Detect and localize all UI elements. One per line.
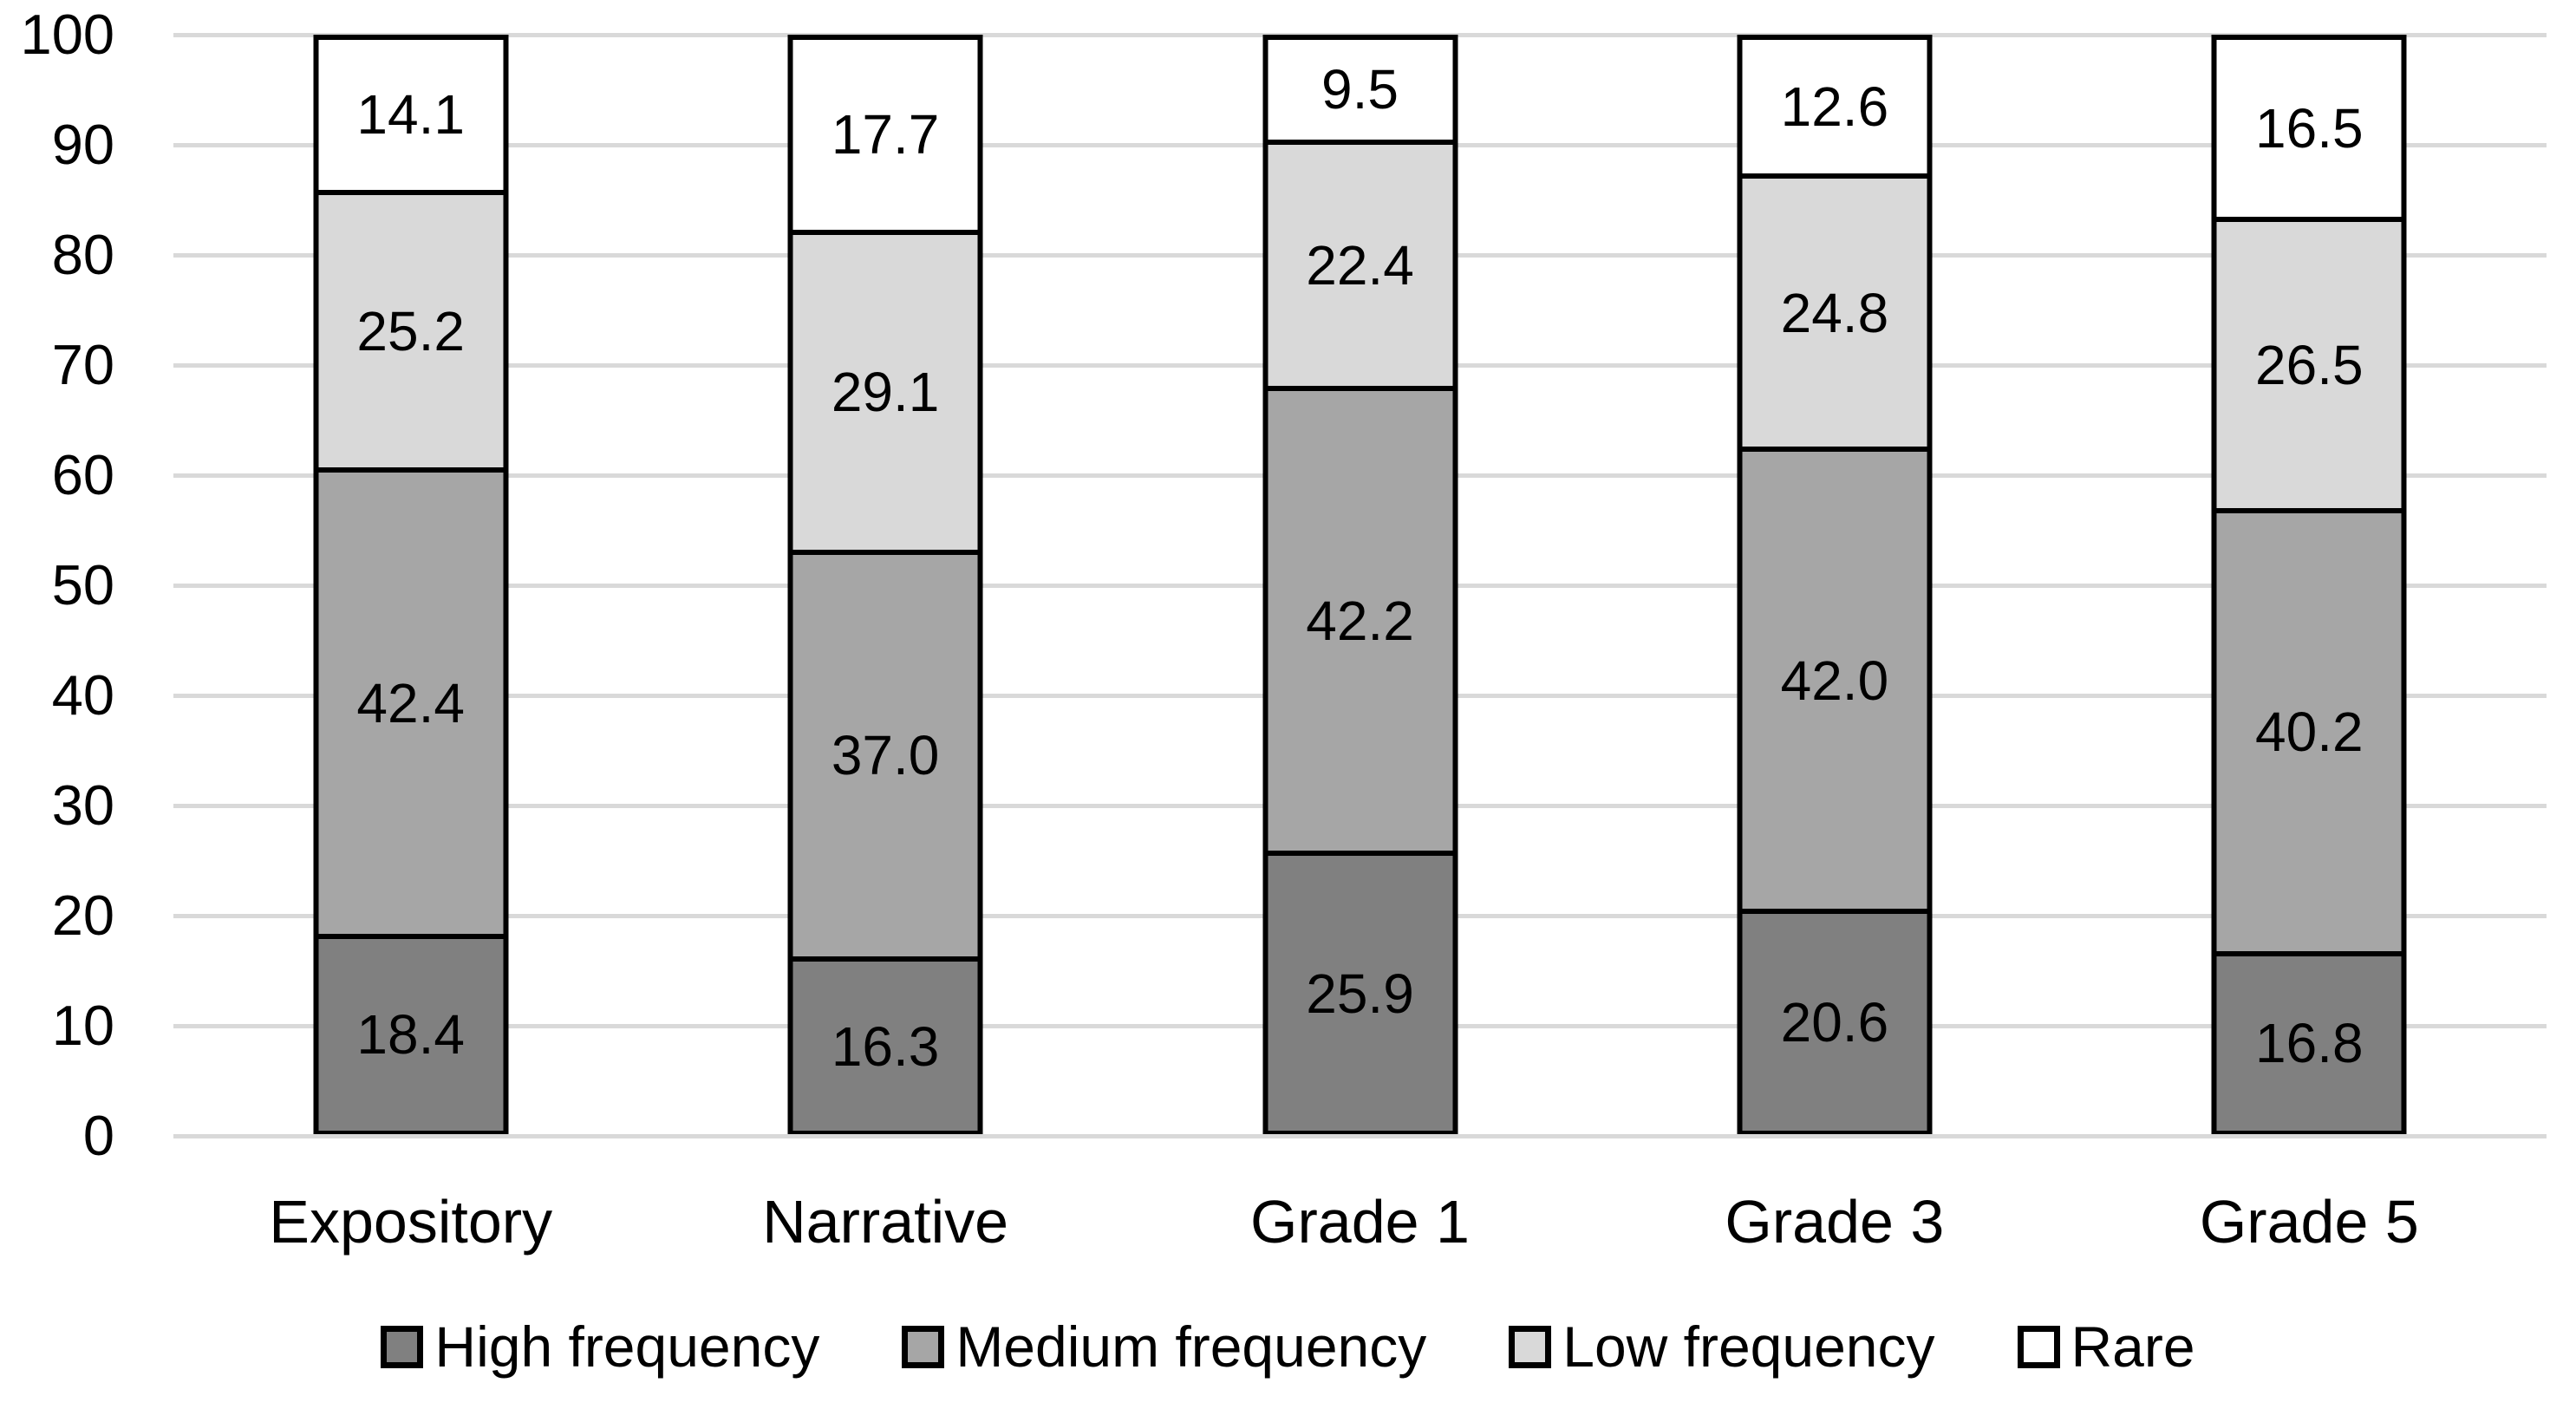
legend-item: High frequency — [381, 1318, 819, 1375]
bar-segment: 17.7 — [787, 35, 983, 235]
gridline — [173, 32, 2547, 37]
bar-segment: 18.4 — [313, 933, 509, 1136]
y-tick-label: 90 — [51, 113, 114, 176]
value-label: 37.0 — [831, 724, 940, 787]
legend-swatch — [902, 1325, 945, 1368]
gridline — [173, 1133, 2547, 1138]
plot-area: 18.4 42.4 25.2 14.1 16.3 37.0 29.1 17.7 25.9 42.2… — [173, 32, 2547, 1138]
value-label: 12.6 — [1780, 75, 1889, 139]
value-label: 25.2 — [356, 299, 465, 362]
legend-label: Rare — [2071, 1314, 2195, 1379]
bar-grade-5: 16.8 40.2 26.5 16.5 — [2211, 35, 2407, 1136]
legend-swatch — [1509, 1325, 1552, 1368]
category-label: Expository — [269, 1188, 553, 1256]
value-label: 16.5 — [2255, 96, 2364, 160]
legend: High frequency Medium frequency Low freque… — [0, 1299, 2576, 1394]
y-tick-label: 20 — [51, 884, 114, 947]
value-label: 17.7 — [831, 103, 940, 166]
legend-swatch — [381, 1325, 424, 1368]
legend-swatch — [2017, 1325, 2060, 1368]
value-label: 22.4 — [1306, 233, 1414, 297]
bar-segment: 9.5 — [1262, 35, 1458, 145]
value-label: 14.1 — [356, 83, 465, 147]
bar-segment: 16.5 — [2211, 35, 2407, 222]
y-tick-label: 0 — [82, 1104, 114, 1167]
value-label: 25.9 — [1306, 962, 1414, 1025]
bar-segment: 37.0 — [787, 549, 983, 962]
legend-label: Low frequency — [1562, 1314, 1935, 1379]
bar-segment: 14.1 — [313, 35, 509, 195]
bar-segment: 16.3 — [787, 956, 983, 1136]
y-axis: 0 10 20 30 40 50 60 70 80 90 100 — [0, 3, 114, 1167]
value-label: 24.8 — [1780, 281, 1889, 344]
bar-segment: 42.0 — [1737, 447, 1933, 915]
bar-segment: 40.2 — [2211, 508, 2407, 956]
bar-segment: 29.1 — [787, 229, 983, 555]
category-label: Narrative — [762, 1188, 1009, 1256]
bar-segment: 26.5 — [2211, 216, 2407, 514]
value-label: 42.4 — [356, 671, 465, 734]
value-label: 9.5 — [1321, 58, 1399, 121]
legend-item: Medium frequency — [902, 1318, 1426, 1375]
y-tick-label: 40 — [51, 663, 114, 727]
legend-label: High frequency — [434, 1314, 820, 1379]
value-label: 16.8 — [2255, 1012, 2364, 1075]
y-tick-label: 30 — [51, 773, 114, 837]
bar-segment: 20.6 — [1737, 909, 1933, 1136]
value-label: 18.4 — [356, 1003, 465, 1067]
bar-grade-1: 25.9 42.2 22.4 9.5 — [1262, 35, 1458, 1136]
value-label: 42.2 — [1306, 590, 1414, 653]
bar-segment: 25.2 — [313, 189, 509, 473]
legend-item: Rare — [2017, 1314, 2195, 1379]
bar-segment: 16.8 — [2211, 950, 2407, 1136]
category-label: Grade 5 — [2199, 1188, 2419, 1256]
value-label: 29.1 — [831, 361, 940, 424]
value-label: 26.5 — [2255, 333, 2364, 396]
bar-segment: 22.4 — [1262, 139, 1458, 392]
y-tick-label: 60 — [51, 443, 114, 506]
bar-segment: 24.8 — [1737, 173, 1933, 452]
x-axis-category-labels: Expository Narrative Grade 1 Grade 3 Grade 5 — [173, 1181, 2547, 1263]
category-label: Grade 3 — [1725, 1188, 1945, 1256]
value-label: 42.0 — [1780, 649, 1889, 712]
legend-label: Medium frequency — [955, 1314, 1427, 1379]
bar-segment: 42.4 — [313, 466, 509, 939]
value-label: 40.2 — [2255, 701, 2364, 764]
y-tick-label: 50 — [51, 553, 114, 616]
value-label: 16.3 — [831, 1014, 940, 1078]
y-tick-label: 70 — [51, 333, 114, 396]
bar-segment: 25.9 — [1262, 851, 1458, 1136]
legend-item: Low frequency — [1509, 1314, 1935, 1379]
bar-segment: 42.2 — [1262, 386, 1458, 857]
value-label: 20.6 — [1780, 991, 1889, 1054]
y-tick-label: 100 — [20, 3, 114, 66]
bar-segment: 12.6 — [1737, 35, 1933, 179]
bar-grade-3: 20.6 42.0 24.8 12.6 — [1737, 35, 1933, 1136]
bar-narrative: 16.3 37.0 29.1 17.7 — [787, 35, 983, 1136]
y-tick-label: 80 — [51, 223, 114, 286]
y-tick-label: 10 — [51, 994, 114, 1057]
category-label: Grade 1 — [1250, 1188, 1470, 1256]
bar-expository: 18.4 42.4 25.2 14.1 — [313, 35, 509, 1136]
